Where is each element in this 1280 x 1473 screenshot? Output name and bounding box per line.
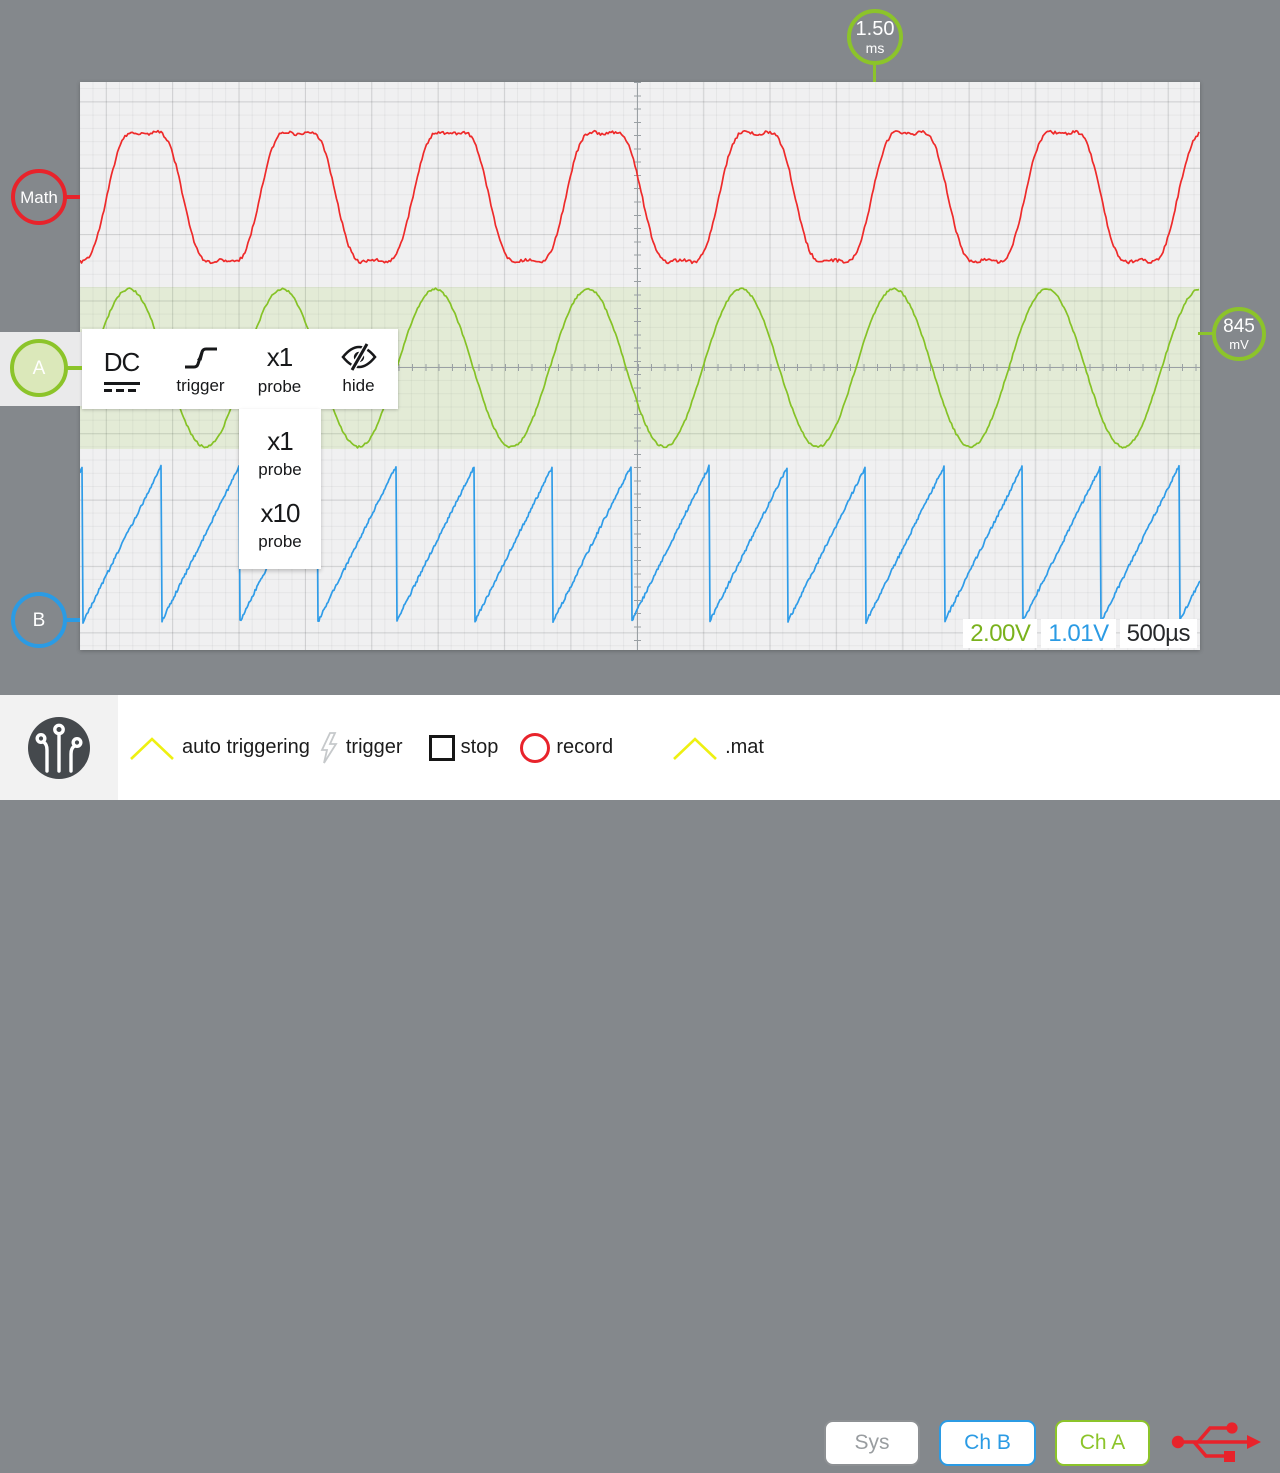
usb-icon <box>1171 1422 1261 1462</box>
channel-a-menu: DC trigger x1 probe hide <box>82 329 398 409</box>
logo-box <box>0 695 118 800</box>
stop-square-icon <box>428 734 455 761</box>
auto-triggering-item[interactable]: auto triggering <box>128 735 310 761</box>
channel-a-button-label: Ch A <box>1079 1431 1126 1454</box>
probe-option-x1[interactable]: x1 probe <box>239 426 321 480</box>
trigger-menu-label: trigger <box>176 376 225 395</box>
auto-triggering-label: auto triggering <box>182 736 310 758</box>
probe-menu-label: probe <box>257 376 302 396</box>
rising-edge-icon <box>184 347 217 369</box>
channel-b-button-label: Ch B <box>964 1431 1011 1454</box>
timebase-value: 1.50 <box>855 18 895 40</box>
channel-a-badge[interactable]: A <box>10 339 68 397</box>
stop-item[interactable]: stop <box>428 734 499 761</box>
trigger-label: trigger <box>345 736 403 758</box>
trigger-item[interactable]: trigger <box>318 731 403 765</box>
trigger-menu-item[interactable]: trigger <box>161 329 240 409</box>
probe-option-x10[interactable]: x10 probe <box>239 498 321 552</box>
record-item[interactable]: record <box>520 732 614 763</box>
probe-options-dropdown: x1 probe x10 probe <box>239 409 321 569</box>
probe-value: x1 <box>266 341 293 372</box>
math-channel-label: Math <box>20 187 58 207</box>
level-unit: mV <box>1229 337 1249 352</box>
channel-b-scale-chip[interactable]: 1.01V <box>1041 619 1116 648</box>
probe-option-x10-label: probe <box>258 531 302 551</box>
channel-a-zero-ruler <box>80 367 1200 368</box>
probe-option-x10-value: x10 <box>260 497 301 528</box>
level-badge-stem <box>1198 332 1214 335</box>
sys-button[interactable]: Sys <box>824 1420 920 1466</box>
time-scale-chip[interactable]: 500µs <box>1119 619 1197 648</box>
channel-a-badge-stem <box>65 366 82 370</box>
probe-option-x1-value: x1 <box>267 426 293 457</box>
app-logo-icon <box>28 716 90 779</box>
coupling-value: DC <box>103 346 141 377</box>
math-badge-stem <box>64 195 80 199</box>
hide-menu-label: hide <box>342 376 375 395</box>
record-circle-icon <box>520 732 551 763</box>
math-channel-badge[interactable]: Math <box>11 169 67 225</box>
channel-b-badge-stem <box>64 618 80 622</box>
channel-a-scale-chip[interactable]: 2.00V <box>963 619 1038 648</box>
probe-option-x1-label: probe <box>258 460 302 480</box>
dc-coupling-icon <box>103 381 140 392</box>
channel-b-badge[interactable]: B <box>11 592 67 648</box>
hide-menu-item[interactable]: hide <box>319 329 398 409</box>
channel-b-button[interactable]: Ch B <box>939 1420 1036 1466</box>
timebase-badge[interactable]: 1.50 ms <box>847 9 903 65</box>
channel-a-button[interactable]: Ch A <box>1055 1420 1150 1466</box>
channel-b-label: B <box>32 609 46 631</box>
scale-readouts: 2.00V 1.01V 500µs <box>963 619 1197 648</box>
stop-label: stop <box>460 736 499 758</box>
level-badge[interactable]: 845 mV <box>1212 307 1266 361</box>
eye-off-icon <box>340 342 377 372</box>
timebase-unit: ms <box>865 40 885 56</box>
coupling-menu-item[interactable]: DC <box>82 329 161 409</box>
probe-menu-item[interactable]: x1 probe <box>240 329 319 409</box>
mat-label: .mat <box>725 736 764 758</box>
waveform-peak-icon <box>673 736 717 760</box>
bottom-toolbar: auto triggering trigger stop record .mat… <box>0 695 1280 1466</box>
mat-export-item[interactable]: .mat <box>671 735 764 761</box>
waveform-peak-icon <box>130 736 174 760</box>
channel-a-label: A <box>32 357 46 379</box>
level-value: 845 <box>1223 316 1255 337</box>
timebase-badge-stem <box>873 63 876 82</box>
lightning-icon <box>320 731 338 763</box>
sys-button-label: Sys <box>854 1431 890 1454</box>
toolbar-legend: auto triggering trigger stop record .mat <box>128 695 764 800</box>
record-label: record <box>556 736 614 758</box>
